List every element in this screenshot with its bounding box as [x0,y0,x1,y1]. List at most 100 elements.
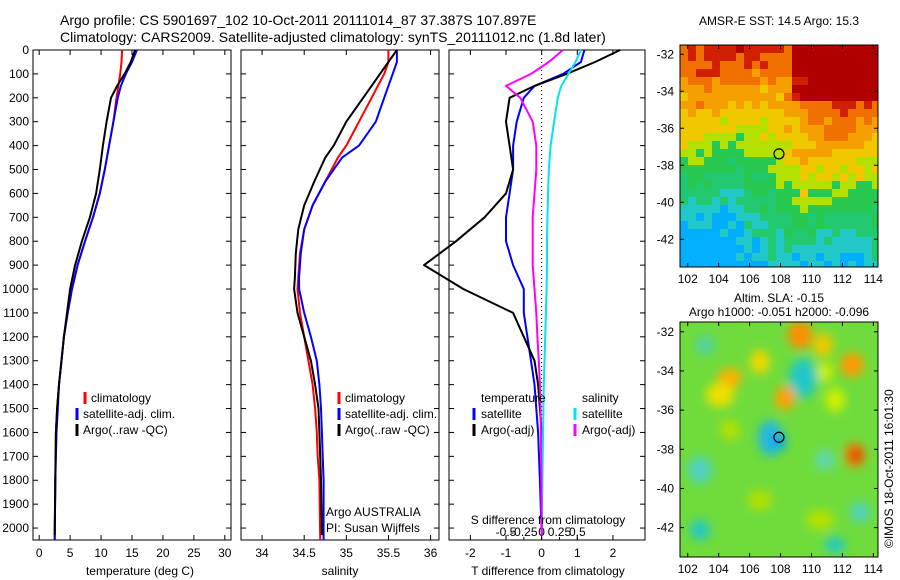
sst-latitude-ticks: -32 -34 -36 -38 -40 -42 [657,47,878,246]
series-line-satellite-adj-clim- [298,50,398,540]
sla-map-title-1: Altim. SLA: -0.15 [734,291,824,305]
s-tick-label: -0.25 [510,525,538,539]
x-tick-label: 36 [424,546,438,560]
legend-satellite-label: satellite-adj. clim. [83,407,175,421]
legend-satellite-label: satellite-adj. clim. [345,407,437,421]
lon-tick-label: 104 [709,562,729,576]
lat-tick-label: -38 [657,442,675,456]
legend-climatology-label: climatology [345,391,405,405]
depth-tick-label: 1200 [2,330,29,344]
depth-tick-label: 800 [9,234,29,248]
x-tick-label: 34.5 [293,546,317,560]
lat-tick-label: -40 [657,481,675,495]
sla-latitude-ticks: -32 -34 -36 -38 -40 -42 [657,325,878,535]
x-tick-label: 35 [340,546,354,560]
sla-map-frame [679,321,879,558]
depth-tick-label: 300 [9,115,29,129]
x-tick-label: 5 [67,546,74,560]
sst-map-panel: AMSR-E SST: 14.5 Argo: 15.3 102 104 106 108… [657,14,884,286]
lat-tick-label: -36 [657,121,675,135]
lat-tick-label: -42 [657,232,675,246]
series-line-temperature-argo-adj- [423,49,621,536]
sst-heatmap [680,45,878,267]
x-tick-label: 15 [125,546,139,560]
x-tick-label: -2 [465,546,476,560]
salinity-legend-title: salinity [582,391,619,405]
depth-tick-label: 1800 [2,473,29,487]
lat-tick-label: -42 [657,521,675,535]
argo-position-marker [773,431,785,443]
temperature-x-label: temperature (deg C) [86,564,194,578]
lat-tick-label: -34 [657,84,675,98]
legend-t-argo-label: Argo(-adj) [481,423,534,437]
lat-tick-label: -32 [657,325,675,339]
depth-tick-label: 2000 [2,521,29,535]
depth-tick-label: 1000 [2,282,29,296]
temperature-panel: 0100200300400500600700800900100011001200… [2,43,232,578]
s-tick-label: -0.5 [496,525,517,539]
lat-tick-label: -32 [657,47,675,61]
x-tick-label: 35.5 [377,546,401,560]
s-tick-label: 0.25 [548,525,572,539]
lon-tick-label: 108 [771,562,791,576]
header-line-2: Climatology: CARS2009. Satellite-adjuste… [60,29,606,45]
lon-tick-label: 106 [740,272,760,286]
salinity-profiles [293,49,398,541]
imos-stamp: ©IMOS 18-Oct-2011 16:01:30 [882,389,896,548]
x-tick-label: 20 [156,546,170,560]
salinity-depth-ticks [241,49,439,529]
salinity-legend: climatology satellite-adj. clim. Argo(..… [337,391,437,437]
depth-tick-label: 1700 [2,449,29,463]
depth-tick-label: 900 [9,258,29,272]
sla-map-title-2: Argo h1000: -0.051 h2000: -0.096 [689,305,869,319]
lon-tick-label: 114 [864,562,883,576]
temperature-legend-title: temperature [481,391,546,405]
x-tick-label: 10 [94,546,108,560]
header-line-1: Argo profile: CS 5901697_102 10-Oct-2011… [60,12,536,28]
legend-climatology-label: climatology [91,391,151,405]
lon-tick-label: 112 [833,562,852,576]
lon-tick-label: 110 [802,272,821,286]
lat-tick-label: -34 [657,364,675,378]
depth-tick-label: 1600 [2,425,29,439]
legend-argo-label: Argo(..raw -QC) [345,423,430,437]
depth-tick-label: 700 [9,210,29,224]
series-line-salinity-satellite [540,49,582,536]
lon-tick-label: 110 [802,562,821,576]
sst-map-frame [679,44,879,268]
depth-tick-label: 1900 [2,497,29,511]
lon-tick-label: 106 [740,562,760,576]
sla-map-panel: Altim. SLA: -0.15 Argo h1000: -0.051 h20… [657,291,884,576]
lat-tick-label: -36 [657,403,675,417]
argo-position-marker [773,148,785,160]
depth-tick-label: 1300 [2,354,29,368]
difference-profiles [423,49,621,536]
x-tick-label: 0 [538,546,545,560]
depth-ticks: 0 100 200 300 400 500 600 700 800 900 1000 1100 1200… [2,43,231,535]
lon-tick-label: 108 [771,272,791,286]
lat-tick-label: -40 [657,195,675,209]
depth-tick-label: 400 [9,139,29,153]
lon-tick-label: 114 [864,272,883,286]
lon-tick-label: 102 [678,562,698,576]
lon-tick-label: 104 [709,272,729,286]
depth-tick-label: 0 [22,43,29,57]
sla-longitude-ticks: 102 104 106 108 110 112 114 [678,322,883,576]
x-tick-label: 1 [574,546,581,560]
lat-tick-label: -38 [657,158,675,172]
depth-tick-label: 1500 [2,402,29,416]
x-tick-label: 25 [187,546,201,560]
legend-s-satellite-label: satellite [582,407,623,421]
depth-tick-label: 500 [9,163,29,177]
series-line-argo-raw-qc- [293,49,398,536]
x-tick-label: 0 [36,546,43,560]
legend-t-satellite-label: satellite [481,407,522,421]
s-tick-label: 0.5 [569,525,586,539]
temperature-x-ticks: 0 5 10 15 20 25 30 [36,50,232,560]
pi-name-label: PI: Susan Wijffels [326,521,420,535]
series-line-argo-raw-qc- [53,49,137,536]
s-difference-label: S difference from climatology [471,513,626,527]
salinity-x-label: salinity [322,564,359,578]
series-line-temperature-satellite [505,49,586,536]
depth-tick-label: 1100 [3,306,29,320]
